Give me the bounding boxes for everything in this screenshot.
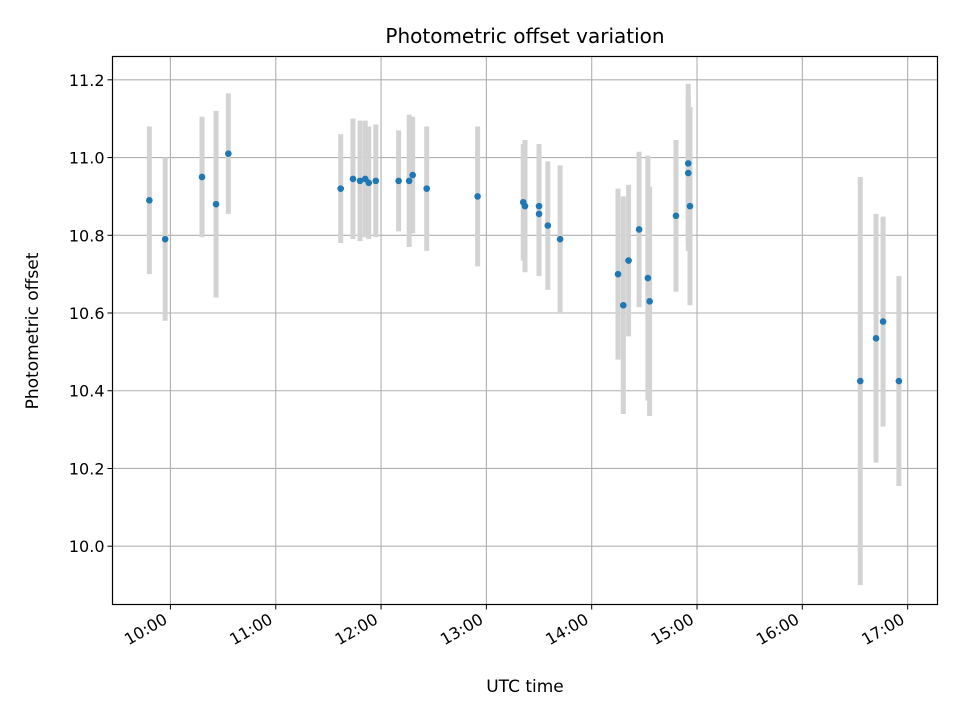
data-point <box>372 177 380 185</box>
data-point <box>521 202 529 210</box>
y-tick-label: 10.6 <box>69 304 105 323</box>
data-point <box>356 177 364 185</box>
data-point <box>856 377 864 385</box>
data-point <box>646 298 653 305</box>
x-axis-label: UTC time <box>486 677 564 697</box>
y-tick-label: 10.8 <box>69 226 105 245</box>
data-point <box>535 210 543 218</box>
data-point <box>405 177 413 185</box>
x-tick-label: 16:00 <box>753 610 802 650</box>
data-point <box>423 185 431 192</box>
data-point <box>684 169 692 177</box>
y-tick-label: 10.4 <box>69 382 105 401</box>
data-points <box>146 150 903 385</box>
data-point <box>619 301 627 309</box>
data-point <box>614 270 622 278</box>
x-tick-label: 10:00 <box>121 610 170 650</box>
y-tick-label: 11.2 <box>69 71 105 90</box>
data-point <box>535 202 543 210</box>
x-tick-label: 12:00 <box>332 610 381 650</box>
data-point <box>146 197 153 204</box>
data-point <box>337 185 344 192</box>
data-point <box>409 171 416 179</box>
y-tick-label: 11.0 <box>69 149 105 168</box>
x-tick-label: 14:00 <box>542 610 591 650</box>
x-tick-label: 13:00 <box>437 610 486 650</box>
data-point <box>395 177 402 185</box>
chart-title: Photometric offset variation <box>385 24 664 48</box>
data-point <box>556 235 564 243</box>
x-tick-label: 15:00 <box>648 610 697 650</box>
plot-frame <box>111 55 939 606</box>
y-tick-label: 10.2 <box>69 459 105 478</box>
error-bars <box>146 83 902 586</box>
data-point <box>474 193 481 200</box>
data-point <box>635 226 643 233</box>
y-axis-label: Photometric offset <box>23 252 43 409</box>
data-point <box>365 179 373 187</box>
data-point <box>872 334 880 342</box>
data-point <box>349 175 357 183</box>
data-point <box>672 212 680 220</box>
data-point <box>895 377 903 385</box>
data-point <box>161 235 169 243</box>
data-point <box>225 150 232 157</box>
grid <box>112 56 938 605</box>
data-point <box>686 202 694 210</box>
data-point <box>212 200 220 208</box>
data-point <box>644 274 652 282</box>
data-point <box>684 160 692 167</box>
data-point <box>544 222 552 229</box>
data-point <box>198 173 206 181</box>
x-tick-label: 11:00 <box>226 610 275 650</box>
data-point <box>879 318 887 325</box>
y-tick-label: 10.0 <box>69 537 105 556</box>
data-point <box>625 257 632 264</box>
x-tick-label: 17:00 <box>858 610 907 650</box>
